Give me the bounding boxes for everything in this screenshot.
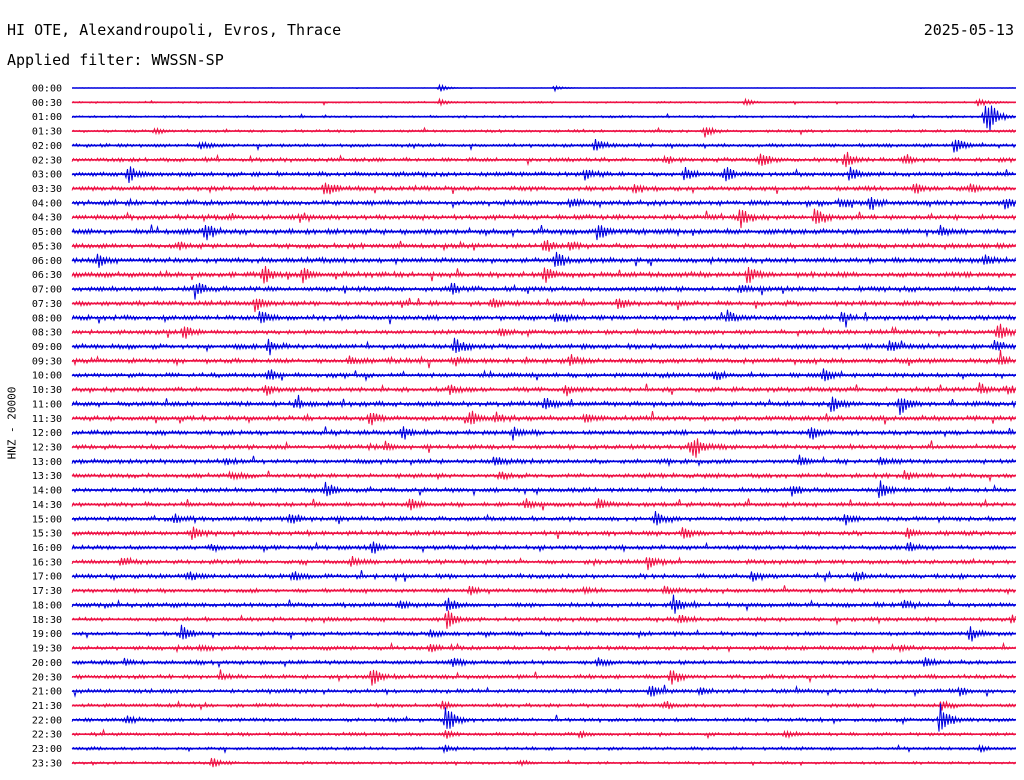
time-label-0600: 06:00 (32, 256, 62, 267)
record-date: 2025-05-13 (923, 21, 1014, 39)
time-label-0300: 03:00 (32, 170, 62, 181)
time-labels: 00:00 00:30 01:00 01:30 02:00 02:30 03:00 03:30… (32, 84, 62, 770)
time-label-1730: 17:30 (32, 586, 62, 597)
time-label-2130: 21:30 (32, 701, 62, 712)
trace-1230 (71, 438, 1016, 458)
time-label-1100: 11:00 (32, 399, 62, 410)
time-label-0500: 05:00 (32, 227, 62, 238)
time-label-0130: 01:30 (32, 127, 62, 138)
time-label-0800: 08:00 (32, 313, 62, 324)
time-label-0930: 09:30 (32, 356, 62, 367)
station-title: HI OTE, Alexandroupoli, Evros, Thrace (7, 21, 342, 39)
trace-0930 (71, 349, 1016, 369)
time-label-0330: 03:30 (32, 184, 62, 195)
trace-1630 (71, 556, 1016, 571)
time-label-0230: 02:30 (32, 155, 62, 166)
time-label-0730: 07:30 (32, 299, 62, 310)
time-label-1030: 10:30 (32, 385, 62, 396)
time-label-1230: 12:30 (32, 443, 62, 454)
seismic-traces (71, 83, 1016, 768)
time-label-2000: 20:00 (32, 658, 62, 669)
time-label-0630: 06:30 (32, 270, 62, 281)
time-label-1300: 13:00 (32, 457, 62, 468)
time-label-2200: 22:00 (32, 715, 62, 726)
time-label-0430: 04:30 (32, 213, 62, 224)
time-label-2300: 23:00 (32, 744, 62, 755)
time-label-2230: 22:30 (32, 730, 62, 741)
trace-0730 (71, 297, 1016, 313)
time-label-1630: 16:30 (32, 557, 62, 568)
time-label-1800: 18:00 (32, 600, 62, 611)
time-label-2330: 23:30 (32, 758, 62, 769)
time-label-1530: 15:30 (32, 529, 62, 540)
time-label-1600: 16:00 (32, 543, 62, 554)
time-label-1400: 14:00 (32, 486, 62, 497)
time-label-1500: 15:00 (32, 514, 62, 525)
time-label-2030: 20:30 (32, 672, 62, 683)
time-label-1000: 10:00 (32, 371, 62, 382)
trace-0100 (71, 105, 1016, 132)
time-label-0530: 05:30 (32, 241, 62, 252)
time-label-1700: 17:00 (32, 572, 62, 583)
trace-1400 (71, 480, 1016, 499)
time-label-1830: 18:30 (32, 615, 62, 626)
trace-1300 (71, 454, 1016, 468)
trace-0430 (71, 208, 1016, 229)
time-label-0200: 02:00 (32, 141, 62, 152)
time-label-0700: 07:00 (32, 285, 62, 296)
time-label-0400: 04:00 (32, 198, 62, 209)
trace-0130 (71, 126, 1016, 138)
time-label-0030: 00:30 (32, 98, 62, 109)
trace-0700 (71, 282, 1016, 300)
time-label-1330: 13:30 (32, 471, 62, 482)
time-label-1130: 11:30 (32, 414, 62, 425)
trace-1100 (71, 394, 1016, 415)
trace-1800 (71, 594, 1016, 614)
trace-0830 (71, 323, 1016, 339)
filter-label: Applied filter: WWSSN-SP (7, 51, 224, 69)
time-label-1930: 19:30 (32, 644, 62, 655)
trace-0630 (71, 265, 1016, 284)
time-label-0100: 01:00 (32, 112, 62, 123)
time-label-0900: 09:00 (32, 342, 62, 353)
time-label-2100: 21:00 (32, 687, 62, 698)
time-label-1430: 14:30 (32, 500, 62, 511)
time-label-1200: 12:00 (32, 428, 62, 439)
time-label-0000: 00:00 (32, 84, 62, 95)
time-label-0830: 08:30 (32, 328, 62, 339)
trace-2200 (71, 703, 1016, 732)
time-label-1900: 19:00 (32, 629, 62, 640)
